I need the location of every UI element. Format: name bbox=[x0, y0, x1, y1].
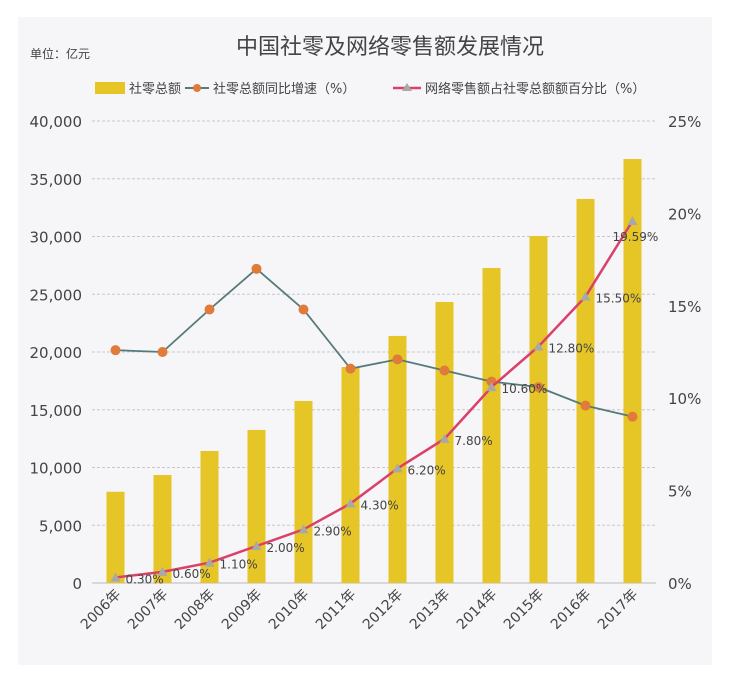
y-left-tick-label: 15,000 bbox=[30, 402, 83, 420]
growth-point bbox=[392, 354, 403, 365]
x-tick-label: 2016年 bbox=[548, 587, 594, 633]
online-share-point bbox=[533, 341, 544, 351]
y-right-tick-label: 20% bbox=[668, 205, 701, 223]
y-right-tick-label: 15% bbox=[668, 298, 701, 316]
y-left-tick-label: 0 bbox=[72, 575, 82, 593]
x-tick-label: 2013年 bbox=[407, 587, 453, 633]
y-left-tick-label: 5,000 bbox=[39, 517, 82, 535]
bar-2015年 bbox=[529, 236, 548, 583]
bar-2014年 bbox=[482, 268, 501, 583]
x-tick-label: 2017年 bbox=[595, 587, 641, 633]
y-left-tick-label: 20,000 bbox=[30, 344, 83, 362]
x-tick-label: 2015年 bbox=[501, 587, 547, 633]
online-share-point bbox=[627, 215, 638, 225]
x-tick-label: 2009年 bbox=[219, 587, 265, 633]
online-share-point bbox=[580, 291, 591, 301]
y-left-tick-label: 35,000 bbox=[30, 171, 83, 189]
bar-2010年 bbox=[294, 400, 313, 583]
growth-point bbox=[251, 263, 262, 274]
x-tick-label: 2006年 bbox=[78, 587, 124, 633]
x-tick-label: 2014年 bbox=[454, 587, 500, 633]
growth-point bbox=[345, 363, 356, 374]
legend-bar-swatch bbox=[95, 82, 125, 94]
online-share-line bbox=[115, 220, 634, 579]
legend-triangle-marker bbox=[402, 83, 412, 91]
y-left-tick-label: 40,000 bbox=[30, 113, 83, 131]
growth-rate-line bbox=[115, 267, 633, 418]
growth-point bbox=[204, 304, 215, 315]
data-label: 6.20% bbox=[408, 463, 446, 477]
data-label: 15.50% bbox=[596, 292, 642, 306]
y-right-tick-label: 10% bbox=[668, 390, 701, 408]
x-tick-label: 2011年 bbox=[313, 587, 359, 633]
y-left-tick-label: 25,000 bbox=[30, 286, 83, 304]
data-label: 0.60% bbox=[173, 567, 211, 581]
y-right-tick-label: 0% bbox=[668, 575, 692, 593]
online-share-point bbox=[110, 572, 121, 582]
y-left-tick-label: 10,000 bbox=[30, 460, 83, 478]
bar-2006年 bbox=[106, 491, 125, 583]
x-tick-label: 2010年 bbox=[266, 587, 312, 633]
online-share-point bbox=[251, 541, 262, 551]
bar-2017年 bbox=[623, 158, 642, 583]
data-label: 7.80% bbox=[455, 434, 493, 448]
online-share-point bbox=[486, 382, 497, 392]
data-label: 4.30% bbox=[361, 499, 399, 513]
bar-2016年 bbox=[576, 198, 595, 583]
data-label: 2.00% bbox=[267, 541, 305, 555]
y-right-tick-label: 5% bbox=[668, 483, 692, 501]
legend-label: 网络零售额占社零总额额百分比（%） bbox=[425, 81, 645, 97]
data-label: 2.90% bbox=[314, 524, 352, 538]
growth-point bbox=[110, 345, 121, 356]
online-share-point bbox=[204, 557, 215, 567]
data-label: 1.10% bbox=[220, 558, 258, 572]
legend-label: 社零总额 bbox=[129, 81, 181, 97]
y-right-tick-label: 25% bbox=[668, 113, 701, 131]
chart-title: 中国社零及网络零售额发展情况 bbox=[236, 35, 544, 60]
growth-point bbox=[439, 365, 450, 376]
data-label: 10.60% bbox=[502, 382, 548, 396]
y-left-tick-label: 30,000 bbox=[30, 229, 83, 247]
data-label: 19.59% bbox=[613, 230, 659, 244]
growth-point bbox=[580, 400, 591, 411]
online-share-point bbox=[439, 433, 450, 443]
x-tick-label: 2012年 bbox=[360, 587, 406, 633]
unit-label: 单位：亿元 bbox=[30, 46, 90, 61]
online-share-point bbox=[392, 463, 403, 473]
bar-2011年 bbox=[341, 367, 360, 583]
growth-point bbox=[298, 304, 309, 315]
online-share-point bbox=[345, 498, 356, 508]
chart-card bbox=[18, 17, 712, 665]
growth-point bbox=[533, 382, 544, 393]
legend-circle-marker bbox=[193, 84, 201, 92]
data-label: 0.30% bbox=[126, 572, 164, 586]
x-tick-label: 2007年 bbox=[125, 587, 171, 633]
growth-point bbox=[627, 411, 638, 422]
growth-point bbox=[157, 347, 168, 357]
x-tick-label: 2008年 bbox=[172, 587, 218, 633]
online-share-point bbox=[157, 566, 168, 576]
bar-2008年 bbox=[200, 450, 219, 583]
data-label: 12.80% bbox=[549, 341, 595, 355]
bar-2007年 bbox=[153, 475, 172, 583]
online-share-point bbox=[298, 524, 309, 534]
legend-label: 社零总额同比增速（%） bbox=[213, 81, 355, 97]
bar-2012年 bbox=[388, 335, 407, 583]
